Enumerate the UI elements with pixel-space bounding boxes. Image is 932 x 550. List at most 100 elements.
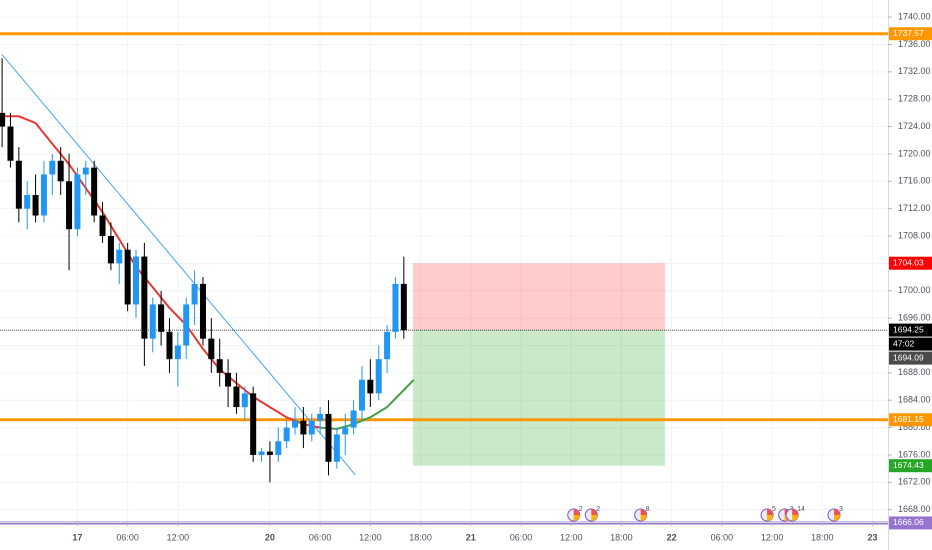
y-tick-label: 1728.00 — [898, 94, 931, 104]
candle-body — [116, 249, 123, 264]
candle-body — [158, 304, 165, 332]
candle-body — [82, 167, 89, 175]
event-count: 3 — [839, 506, 843, 513]
candle-body — [392, 283, 399, 332]
grid-layer — [0, 0, 888, 522]
candle-body — [141, 256, 148, 339]
x-tick-label: 22 — [667, 532, 677, 542]
candle-body — [358, 379, 365, 411]
y-tick-label: 1700.00 — [898, 285, 931, 295]
event-icon-slice — [591, 509, 598, 515]
event-count: 5 — [772, 506, 776, 513]
bid-label: 1694.09 — [893, 352, 924, 362]
candle-body — [124, 249, 131, 305]
candle-body — [183, 304, 190, 346]
countdown-label: 47:02 — [893, 338, 915, 348]
y-tick-label: 1712.00 — [898, 203, 931, 213]
event-icon-slice — [767, 515, 774, 521]
event-count: 2 — [596, 506, 600, 513]
x-tick-label: 12:00 — [167, 532, 190, 542]
x-tick-label: 06:00 — [711, 532, 734, 542]
stop-zone — [413, 263, 665, 331]
y-tick-label: 1736.00 — [898, 39, 931, 49]
y-tick-label: 1732.00 — [898, 66, 931, 76]
candle-body — [275, 441, 282, 455]
x-tick-label: 21 — [466, 532, 476, 542]
level-label-bg — [889, 516, 932, 530]
event-icon-slice — [792, 509, 799, 515]
y-tick-label: 1672.00 — [898, 477, 931, 487]
candle-body — [283, 427, 290, 442]
candle-body — [225, 372, 232, 387]
level-label: 1737.57 — [893, 28, 924, 38]
candle-body — [350, 410, 357, 428]
countdown-label-bg — [889, 337, 932, 351]
event-icon-slice — [834, 515, 841, 521]
candle-body — [367, 379, 374, 394]
x-tick-label: 18:00 — [610, 532, 633, 542]
candle-body — [342, 427, 349, 435]
candle-body — [266, 451, 273, 455]
x-tick-label: 12:00 — [560, 532, 583, 542]
target-label-bg — [889, 459, 932, 473]
level-label: 1666.06 — [893, 517, 924, 527]
y-tick-label: 1676.00 — [898, 449, 931, 459]
candle-body — [233, 386, 240, 408]
x-tick-label: 06:00 — [309, 532, 332, 542]
candle-body — [325, 413, 332, 462]
last-price-label-bg — [889, 323, 932, 337]
candle-body — [317, 413, 324, 421]
candle-body — [241, 393, 248, 408]
candle-body — [384, 331, 391, 360]
event-icon-slice — [640, 509, 647, 515]
candle-body — [191, 283, 198, 305]
candle-body — [149, 304, 156, 339]
axis-layer: 1668.00 1672.00 1676.00 1680.00 1684.00 1688.… — [72, 11, 932, 542]
event-icon-slice — [573, 509, 580, 515]
level-label-bg — [889, 413, 932, 427]
candle-body — [400, 283, 407, 331]
candle-body — [308, 420, 315, 435]
candle-body — [300, 420, 307, 435]
x-tick-label: 06:00 — [510, 532, 533, 542]
x-tick-label: 06:00 — [116, 532, 139, 542]
event-count: 2 — [579, 506, 583, 513]
event-count: 8 — [646, 506, 650, 513]
event-icon-slice — [767, 509, 774, 515]
last-price-label: 1694.25 — [893, 324, 924, 334]
target-zone — [413, 330, 665, 466]
x-tick-label: 12:00 — [359, 532, 382, 542]
y-tick-label: 1720.00 — [898, 148, 931, 158]
event-icon-slice — [792, 515, 799, 521]
candle-body — [74, 174, 81, 230]
candle-body — [133, 256, 140, 305]
y-tick-label: 1724.00 — [898, 121, 931, 131]
trendline — [1, 54, 356, 476]
event-icon-slice — [834, 509, 841, 515]
candle-body — [49, 160, 56, 175]
candle-body — [250, 393, 257, 455]
candle-body — [216, 359, 223, 373]
candle-body — [107, 236, 114, 264]
candle-body — [40, 174, 47, 216]
x-tick-label: 20 — [265, 532, 275, 542]
target-label: 1674.43 — [893, 460, 924, 470]
candle-body — [166, 331, 173, 360]
y-tick-label: 1716.00 — [898, 176, 931, 186]
y-tick-label: 1708.00 — [898, 230, 931, 240]
candle-body — [32, 194, 39, 216]
event-count: 14 — [797, 506, 805, 513]
candle-body — [99, 215, 106, 237]
y-tick-label: 1684.00 — [898, 395, 931, 405]
candle-body — [57, 160, 64, 182]
x-tick-label: 23 — [868, 532, 878, 542]
stop-label: 1704.03 — [893, 257, 924, 267]
y-tick-label: 1696.00 — [898, 313, 931, 323]
candle-body — [375, 359, 382, 394]
event-icon-slice — [640, 515, 647, 521]
stop-label-bg — [889, 256, 932, 270]
event-icon-slice — [591, 515, 598, 521]
level-label: 1681.15 — [893, 414, 924, 424]
